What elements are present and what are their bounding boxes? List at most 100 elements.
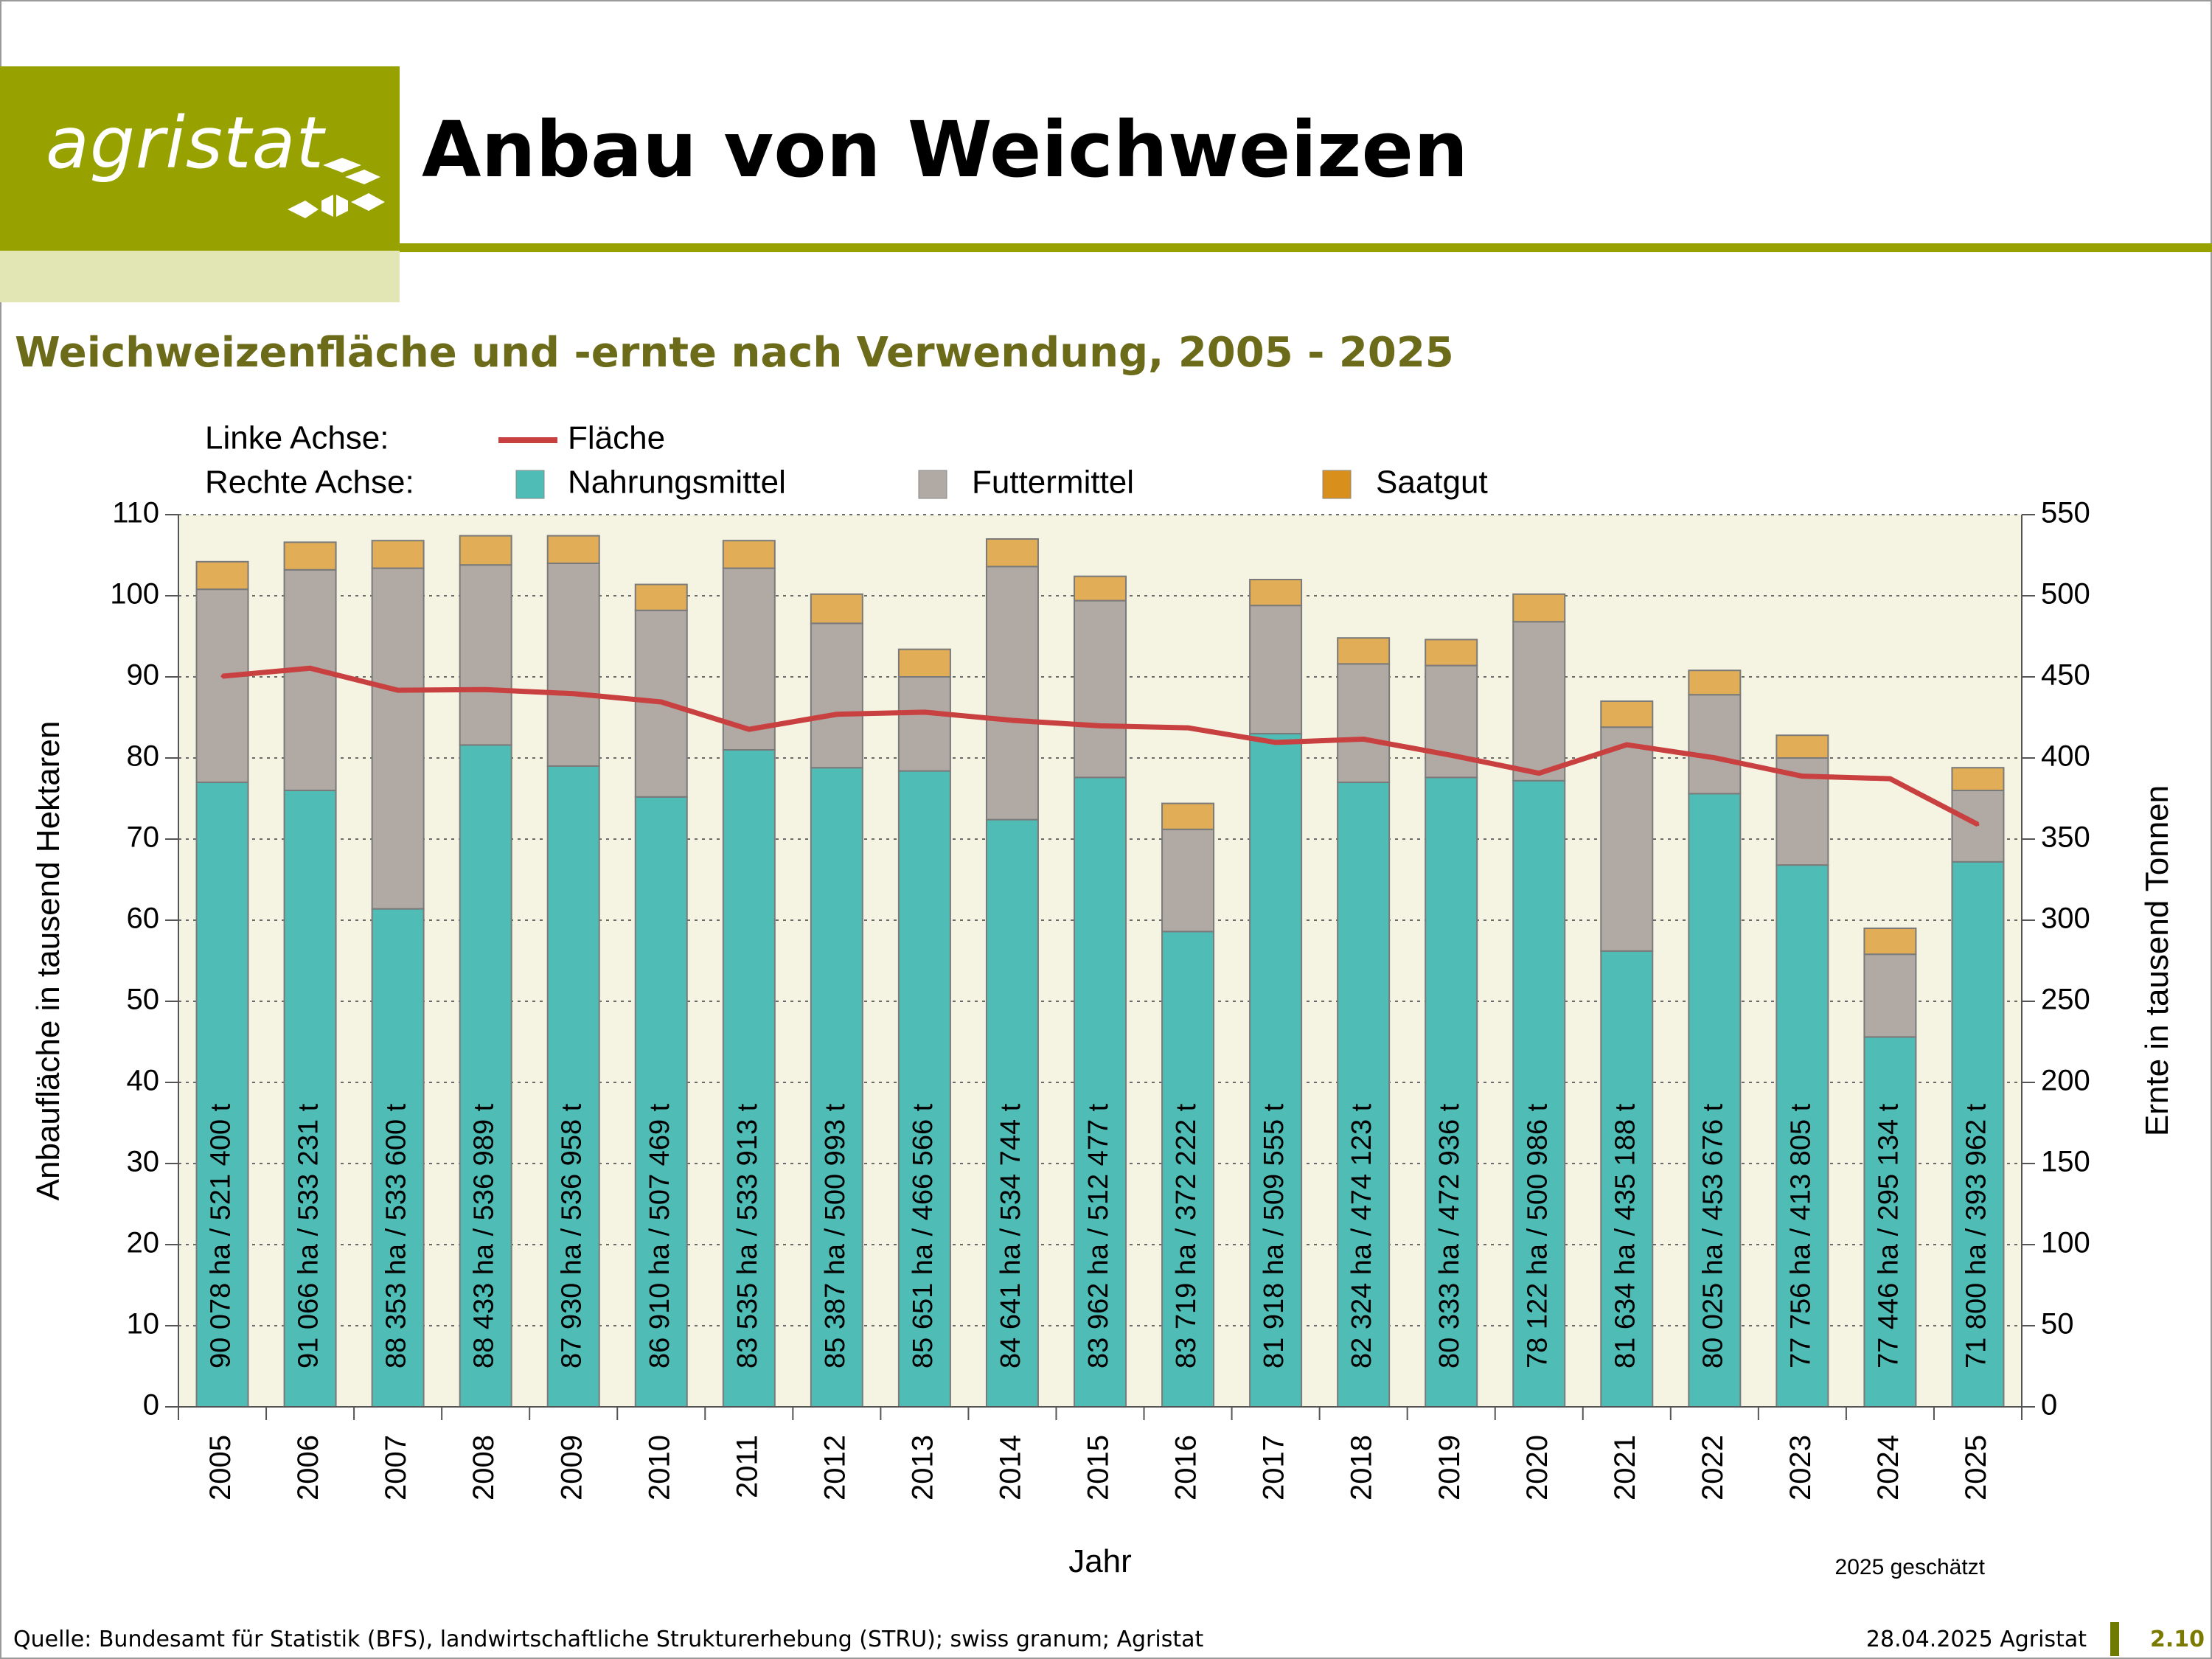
y-tick-label-right: 400: [2041, 740, 2090, 773]
x-tick-label: 2022: [1697, 1435, 1729, 1500]
line-point: [1713, 756, 1717, 759]
line-point: [1888, 777, 1892, 781]
page-number: 2.10: [2150, 1627, 2205, 1652]
line-point: [1801, 774, 1804, 778]
y-tick-label-left: 100: [110, 578, 159, 611]
y-axis-title-left: Anbaufläche in tausend Hektaren: [30, 721, 66, 1201]
bar-saatgut: [897, 648, 951, 678]
x-tick-label: 2017: [1258, 1435, 1290, 1500]
bar-nahrungsmittel: [1161, 931, 1215, 1408]
bar-futtermittel: [195, 588, 249, 783]
legend-label-futtermittel: Futtermittel: [972, 465, 1134, 501]
legend-label-saatgut: Saatgut: [1376, 465, 1488, 501]
x-tick-label: 2008: [467, 1435, 500, 1500]
bar-data-label: 88 433 ha / 536 989 t: [469, 1103, 500, 1368]
bar-saatgut: [1688, 669, 1742, 696]
bar-saatgut: [371, 540, 425, 569]
y-tick-label-left: 60: [127, 902, 160, 935]
bar-data-label: 85 387 ha / 500 993 t: [820, 1103, 851, 1368]
bar-saatgut: [985, 538, 1039, 568]
y-tick-label-right: 500: [2041, 578, 2090, 611]
bar-futtermittel: [1074, 599, 1127, 779]
bar-nahrungsmittel: [985, 818, 1039, 1408]
bar-saatgut: [1512, 593, 1566, 623]
y-tick-label-left: 30: [127, 1146, 160, 1178]
bar-nahrungsmittel: [195, 782, 249, 1408]
y-tick-label-right: 150: [2041, 1146, 2090, 1178]
bar-futtermittel: [1161, 828, 1215, 933]
x-tick-label: 2024: [1872, 1435, 1905, 1500]
bar-saatgut: [810, 593, 863, 625]
bar-data-label: 77 756 ha / 413 805 t: [1785, 1103, 1816, 1368]
bar-data-label: 83 962 ha / 512 477 t: [1083, 1103, 1114, 1368]
bar-futtermittel: [1512, 621, 1566, 782]
line-point: [1186, 726, 1190, 730]
bar-futtermittel: [722, 567, 776, 751]
line-point: [1274, 740, 1278, 744]
x-tick-label: 2007: [380, 1435, 412, 1500]
y-tick-label-left: 90: [127, 659, 160, 692]
bar-data-label: 82 324 ha / 474 123 t: [1346, 1103, 1377, 1368]
y-tick-label-left: 10: [127, 1308, 160, 1340]
y-tick-label-right: 300: [2041, 902, 2090, 935]
y-tick-label-right: 350: [2041, 821, 2090, 854]
line-point: [1099, 724, 1102, 728]
y-tick-label-right: 450: [2041, 659, 2090, 692]
line-point: [220, 675, 224, 678]
x-tick-label: 2009: [555, 1435, 588, 1500]
x-tick-label: 2015: [1082, 1435, 1115, 1500]
line-point: [484, 688, 487, 692]
bar-futtermittel: [897, 676, 951, 772]
bar-saatgut: [1074, 575, 1127, 602]
x-tick-label: 2012: [818, 1435, 851, 1500]
bar-nahrungsmittel: [634, 796, 688, 1408]
line-point: [1976, 823, 1980, 827]
bar-futtermittel: [1688, 694, 1742, 795]
bar-futtermittel: [1951, 790, 2005, 863]
line-point: [571, 692, 575, 695]
x-tick-label: 2020: [1521, 1435, 1554, 1500]
footer-divider: [2110, 1622, 2119, 1656]
bar-saatgut: [1249, 579, 1303, 607]
bar-nahrungsmittel: [546, 765, 600, 1408]
bar-nahrungsmittel: [1337, 782, 1391, 1408]
bar-saatgut: [1863, 928, 1917, 956]
y-tick-label-right: 200: [2041, 1065, 2090, 1097]
x-tick-label: 2010: [643, 1435, 675, 1500]
y-tick-label-right: 100: [2041, 1227, 2090, 1259]
footer-date: 28.04.2025 Agristat: [1865, 1627, 2087, 1652]
bar-nahrungsmittel: [1863, 1036, 1917, 1408]
y-tick-label-left: 70: [127, 821, 160, 854]
bar-saatgut: [195, 560, 249, 591]
legend-swatch-futtermittel: [918, 470, 947, 499]
y-tick-label-right: 0: [2041, 1389, 2057, 1422]
bar-nahrungsmittel: [1951, 860, 2005, 1408]
bar-data-label: 80 333 ha / 472 936 t: [1434, 1103, 1465, 1368]
bar-futtermittel: [985, 566, 1039, 821]
line-point: [922, 710, 926, 714]
y-tick-label-left: 20: [127, 1227, 160, 1259]
bar-futtermittel: [459, 564, 512, 746]
x-tick-label: 2019: [1433, 1435, 1466, 1500]
bar-futtermittel: [283, 568, 337, 791]
bar-nahrungsmittel: [371, 908, 425, 1408]
bar-data-label: 88 353 ha / 533 600 t: [381, 1103, 412, 1368]
bar-data-label: 86 910 ha / 507 469 t: [644, 1103, 675, 1368]
x-tick-label: 2016: [1170, 1435, 1203, 1500]
bar-saatgut: [1337, 637, 1391, 665]
bar-nahrungsmittel: [459, 744, 512, 1408]
legend-label-nahrungsmittel: Nahrungsmittel: [568, 465, 786, 501]
line-point: [659, 700, 663, 703]
bar-saatgut: [634, 583, 688, 611]
x-tick-label: 2025: [1960, 1435, 1992, 1500]
line-point: [1625, 743, 1629, 747]
bar-saatgut: [1425, 639, 1478, 667]
footer-source: Quelle: Bundesamt für Statistik (BFS), l…: [13, 1627, 1204, 1652]
x-tick-label: 2014: [995, 1435, 1027, 1500]
bar-data-label: 91 066 ha / 533 231 t: [293, 1103, 324, 1368]
bar-nahrungsmittel: [1074, 776, 1127, 1408]
agristat-logo-mark-icon: [288, 158, 385, 218]
x-tick-label: 2005: [204, 1435, 237, 1500]
x-axis-title: Jahr: [1068, 1543, 1132, 1579]
x-tick-label: 2021: [1609, 1435, 1641, 1500]
